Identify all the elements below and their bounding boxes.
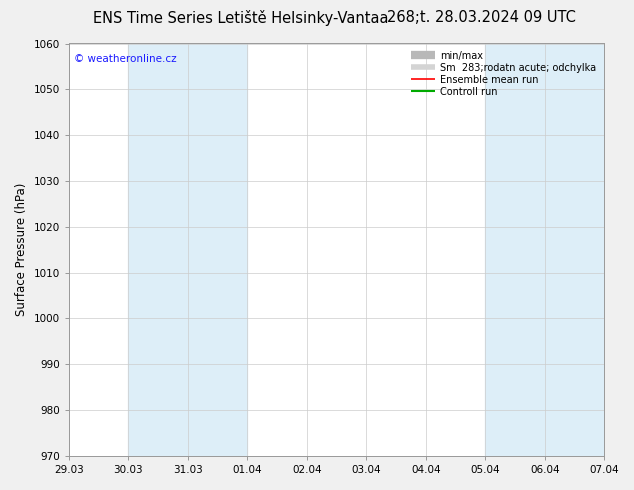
Text: © weatheronline.cz: © weatheronline.cz xyxy=(74,54,177,64)
Text: ENS Time Series Letiště Helsinky-Vantaa: ENS Time Series Letiště Helsinky-Vantaa xyxy=(93,10,389,26)
Bar xyxy=(485,44,604,456)
Y-axis label: Surface Pressure (hPa): Surface Pressure (hPa) xyxy=(15,183,28,317)
Text: 268;t. 28.03.2024 09 UTC: 268;t. 28.03.2024 09 UTC xyxy=(387,10,576,25)
Bar xyxy=(128,44,247,456)
Legend: min/max, Sm  283;rodatn acute; odchylka, Ensemble mean run, Controll run: min/max, Sm 283;rodatn acute; odchylka, … xyxy=(408,49,599,100)
